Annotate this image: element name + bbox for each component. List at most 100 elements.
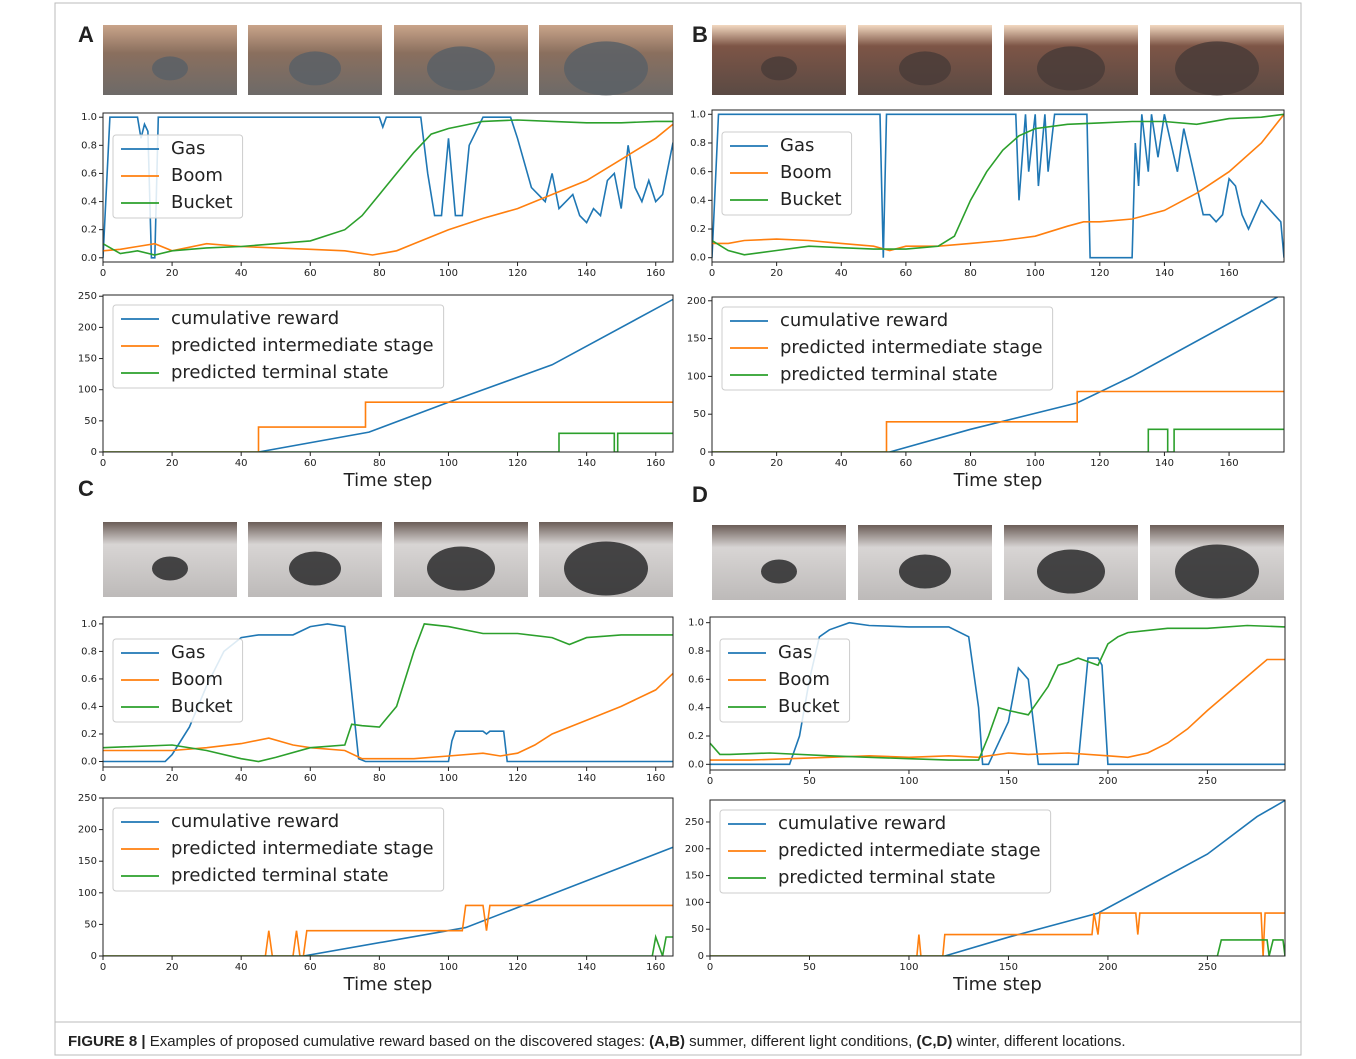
x-tick-label: 80 <box>373 962 386 973</box>
x-tick-label: 20 <box>166 458 179 469</box>
caption-bold: (A,B) <box>649 1033 685 1050</box>
y-tick-label: 50 <box>693 409 706 420</box>
x-axis-label: Time step <box>952 974 1042 995</box>
x-tick-label: 40 <box>835 268 848 279</box>
x-tick-label: 250 <box>1198 962 1217 973</box>
x-tick-label: 60 <box>900 268 913 279</box>
photo-detail <box>761 560 797 584</box>
y-tick-label: 50 <box>84 416 97 427</box>
y-tick-label: 0.8 <box>688 646 704 657</box>
x-tick-label: 160 <box>1220 268 1239 279</box>
legend-label: predicted terminal state <box>780 364 998 385</box>
y-tick-label: 100 <box>687 371 706 382</box>
legend: Gas Boom Bucket <box>113 135 243 218</box>
caption-text: winter, different locations. <box>952 1033 1125 1050</box>
x-tick-label: 100 <box>439 962 458 973</box>
series-line <box>710 913 1285 956</box>
x-tick-label: 60 <box>304 773 317 784</box>
legend-label: predicted terminal state <box>171 865 389 886</box>
legend-label: Bucket <box>778 696 840 717</box>
y-tick-label: 0.0 <box>81 253 97 264</box>
x-tick-label: 120 <box>508 458 527 469</box>
x-tick-label: 160 <box>646 458 665 469</box>
photo-detail <box>427 547 495 591</box>
y-tick-label: 0.4 <box>688 703 704 714</box>
legend: cumulative rewardpredicted intermediate … <box>720 810 1051 893</box>
y-tick-label: 250 <box>78 291 97 302</box>
y-tick-label: 0 <box>91 447 97 458</box>
x-tick-label: 140 <box>577 773 596 784</box>
x-tick-label: 60 <box>304 268 317 279</box>
x-tick-label: 40 <box>235 773 248 784</box>
x-tick-label: 80 <box>373 458 386 469</box>
x-tick-label: 120 <box>1090 268 1109 279</box>
legend-label: Gas <box>780 135 814 156</box>
legend-label: Boom <box>171 165 223 186</box>
series-line <box>103 433 673 452</box>
x-tick-label: 50 <box>803 776 816 787</box>
photo-detail <box>1037 46 1105 90</box>
photo-detail <box>899 51 951 85</box>
y-tick-label: 0.2 <box>688 731 704 742</box>
x-tick-label: 100 <box>439 458 458 469</box>
photo-detail <box>564 41 648 95</box>
x-tick-label: 200 <box>1098 776 1117 787</box>
y-tick-label: 200 <box>78 322 97 333</box>
y-tick-label: 100 <box>685 897 704 908</box>
x-tick-label: 60 <box>304 458 317 469</box>
caption-text: Examples of proposed cumulative reward b… <box>146 1033 650 1050</box>
series-line <box>103 402 673 452</box>
legend-label: Boom <box>780 162 832 183</box>
x-tick-label: 20 <box>166 773 179 784</box>
x-tick-label: 0 <box>707 962 713 973</box>
legend: GasBoomBucket <box>113 639 243 722</box>
x-tick-label: 100 <box>899 776 918 787</box>
x-tick-label: 100 <box>1026 458 1045 469</box>
photo-detail <box>761 56 797 80</box>
legend-label: Gas <box>778 642 812 663</box>
y-tick-label: 0.6 <box>688 674 704 685</box>
series-line <box>712 429 1284 452</box>
y-tick-label: 1.0 <box>81 112 97 123</box>
x-tick-label: 120 <box>508 962 527 973</box>
series-line <box>103 905 673 956</box>
x-tick-label: 80 <box>964 268 977 279</box>
y-tick-label: 0.0 <box>81 756 97 767</box>
legend: GasBoomBucket <box>722 132 852 215</box>
y-tick-label: 0.6 <box>690 167 706 178</box>
x-tick-label: 20 <box>770 458 783 469</box>
x-tick-label: 140 <box>1155 458 1174 469</box>
y-tick-label: 0.2 <box>81 729 97 740</box>
x-tick-label: 40 <box>835 458 848 469</box>
x-tick-label: 80 <box>373 773 386 784</box>
legend-label: Gas <box>171 138 205 159</box>
x-tick-label: 0 <box>100 268 106 279</box>
panel-label: B <box>692 22 708 47</box>
y-tick-label: 200 <box>78 825 97 836</box>
legend-label: Boom <box>171 669 223 690</box>
x-tick-label: 140 <box>577 962 596 973</box>
x-tick-label: 20 <box>166 268 179 279</box>
y-tick-label: 100 <box>78 385 97 396</box>
legend-label: cumulative reward <box>780 310 948 331</box>
x-tick-label: 120 <box>508 268 527 279</box>
legend-label: Bucket <box>171 192 233 213</box>
x-tick-label: 40 <box>235 962 248 973</box>
x-axis-label: Time step <box>343 470 433 491</box>
legend-label: Gas <box>171 642 205 663</box>
y-tick-label: 1.0 <box>690 109 706 120</box>
y-tick-label: 100 <box>78 888 97 899</box>
legend-label: predicted terminal state <box>778 867 996 888</box>
x-tick-label: 140 <box>1155 268 1174 279</box>
x-tick-label: 50 <box>803 962 816 973</box>
x-tick-label: 0 <box>100 773 106 784</box>
y-tick-label: 200 <box>685 844 704 855</box>
y-tick-label: 150 <box>78 354 97 365</box>
caption: FIGURE 8 | Examples of proposed cumulati… <box>68 1033 1126 1050</box>
legend-label: predicted intermediate stage <box>171 838 434 859</box>
x-tick-label: 120 <box>508 773 527 784</box>
legend-label: predicted intermediate stage <box>778 840 1041 861</box>
legend-label: predicted terminal state <box>171 362 389 383</box>
